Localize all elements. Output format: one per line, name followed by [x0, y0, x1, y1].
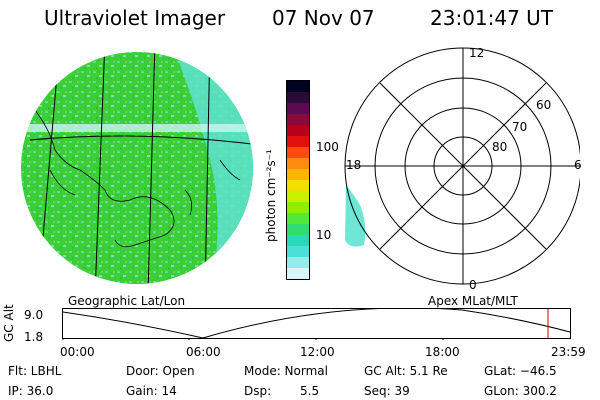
- colorbar-swatch: [287, 213, 309, 224]
- polar-hour-12: 12: [469, 46, 485, 60]
- colorbar-swatch: [287, 125, 309, 136]
- colorbar-swatch: [287, 224, 309, 235]
- colorbar-swatch: [287, 81, 309, 92]
- info-glon: GLon: 300.2: [484, 384, 557, 398]
- timeline-xtick-2359: 23:59: [551, 345, 586, 359]
- polar-lat-80: 80: [492, 140, 508, 154]
- bright-band: [21, 124, 253, 132]
- colorbar-swatch: [287, 158, 309, 169]
- info-seq: Seq: 39: [364, 384, 410, 398]
- timeline-plot: [62, 308, 571, 340]
- polar-hour-0: 0: [469, 278, 477, 292]
- info-gc-alt: GC Alt: 5.1 Re: [364, 364, 448, 378]
- timeline-yaxis-label: GC Alt: [2, 304, 16, 342]
- polar-diagonal-2: [379, 82, 547, 250]
- timeline-ytick-9: 9.0: [24, 308, 44, 322]
- colorbar-swatch: [287, 246, 309, 257]
- timeline-xtick-0600: 06:00: [186, 345, 221, 359]
- colorbar-swatch: [287, 147, 309, 158]
- geographic-image-panel: [21, 52, 253, 284]
- colorbar-swatch: [287, 235, 309, 246]
- polar-grid-panel: [344, 47, 580, 285]
- colorbar-tick-10: 10: [316, 228, 332, 242]
- timeline-xtick-1200: 12:00: [300, 345, 335, 359]
- image-time: 23:01:47 UT: [430, 6, 554, 30]
- colorbar-swatch: [287, 202, 309, 213]
- info-mode: Mode: Normal: [244, 364, 328, 378]
- colorbar-tick-100: 100: [316, 140, 339, 154]
- colorbar-swatch: [287, 136, 309, 147]
- altitude-curve: [62, 308, 571, 339]
- colorbar-swatch: [287, 180, 309, 191]
- coastline: [34, 109, 241, 248]
- colorbar-swatch: [287, 268, 309, 279]
- colorbar-unit-label: photon cm⁻²s⁻¹: [264, 149, 278, 242]
- polar-lat-70: 70: [512, 120, 528, 134]
- colorbar-swatch: [287, 103, 309, 114]
- timeline-ytick-1-8: 1.8: [24, 330, 44, 344]
- apex-label: Apex MLat/MLT: [428, 294, 518, 308]
- colorbar: [286, 80, 310, 280]
- colorbar-swatch: [287, 191, 309, 202]
- info-flt: Flt: LBHL: [8, 364, 62, 378]
- info-door: Door: Open: [126, 364, 195, 378]
- timeline-xtick-1800: 18:00: [425, 345, 460, 359]
- info-dsp: Dsp:: [244, 384, 272, 398]
- geographic-label: Geographic Lat/Lon: [68, 294, 186, 308]
- polar-lat-60: 60: [536, 98, 552, 112]
- instrument-title: Ultraviolet Imager: [44, 6, 226, 30]
- info-gain: Gain: 14: [126, 384, 177, 398]
- timeline-xtick-0000: 00:00: [60, 345, 95, 359]
- colorbar-swatch: [287, 114, 309, 125]
- colorbar-swatch: [287, 257, 309, 268]
- info-dsp-value: 5.5: [300, 384, 320, 398]
- polar-hour-18: 18: [346, 158, 362, 172]
- image-date: 07 Nov 07: [272, 6, 375, 30]
- colorbar-swatch: [287, 92, 309, 103]
- info-glat: GLat: −46.5: [484, 364, 557, 378]
- info-ip: IP: 36.0: [8, 384, 54, 398]
- polar-hour-6: 6: [574, 158, 582, 172]
- colorbar-swatch: [287, 169, 309, 180]
